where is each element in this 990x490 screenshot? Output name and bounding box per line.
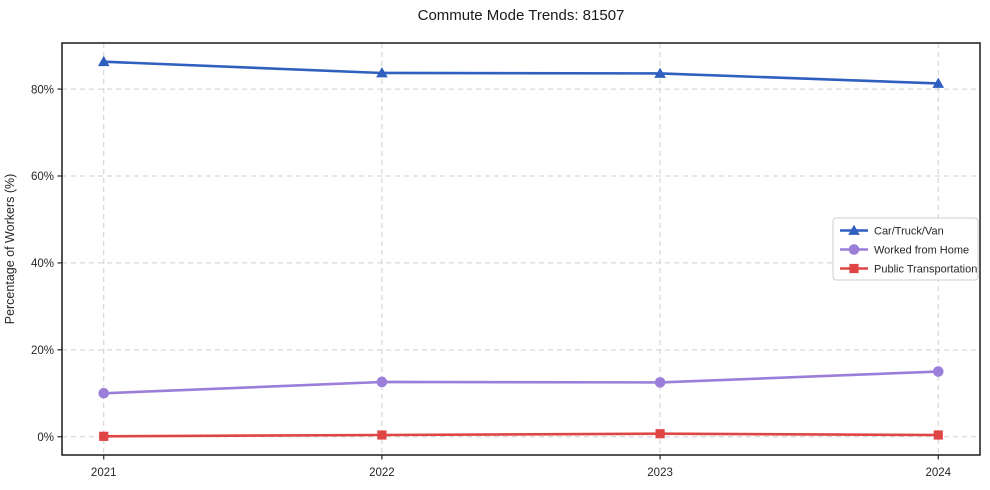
data-point-square-marker [99, 431, 109, 441]
legend-label: Public Transportation [874, 263, 977, 275]
data-point-square-marker [655, 429, 665, 439]
y-tick-label: 60% [31, 171, 54, 183]
data-point-circle-marker [932, 366, 944, 377]
y-tick-label: 0% [37, 432, 54, 444]
plot-border [61, 42, 981, 456]
x-tick-label: 2024 [925, 467, 951, 479]
series-line [102, 60, 940, 85]
series-line [102, 370, 940, 395]
data-point-triangle-marker [932, 77, 945, 88]
data-point-triangle-marker [376, 67, 388, 78]
legend-box [832, 217, 979, 281]
x-tick-label: 2023 [647, 467, 673, 479]
data-point-square-marker [377, 430, 387, 440]
legend-label: Car/Truck/Van [874, 225, 944, 237]
y-tick-label: 40% [31, 258, 54, 270]
data-point-triangle-marker [97, 55, 110, 67]
data-point-circle-marker [376, 376, 388, 388]
y-tick-label: 20% [31, 345, 54, 357]
x-tick-label: 2022 [369, 467, 395, 479]
y-tick-label: 80% [31, 84, 54, 96]
data-point-triangle-marker [654, 67, 666, 78]
chart-title: Commute Mode Trends: 81507 [417, 7, 625, 24]
series-line [102, 432, 940, 438]
legend-circle-marker-icon [848, 244, 860, 255]
x-tick-label: 2021 [91, 467, 117, 479]
data-point-circle-marker [98, 387, 110, 399]
legend-square-marker-icon [849, 263, 859, 274]
data-point-square-marker [933, 430, 943, 440]
legend-triangle-marker-icon [848, 224, 860, 235]
y-axis-label: Percentage of Workers (%) [3, 174, 17, 325]
data-point-circle-marker [654, 377, 666, 388]
legend-label: Worked from Home [874, 244, 969, 256]
